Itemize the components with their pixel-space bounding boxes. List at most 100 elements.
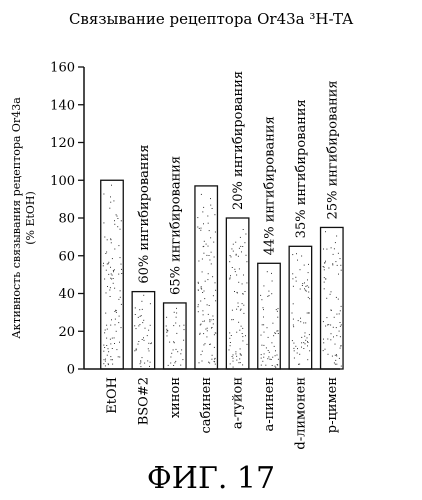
stipple-dot — [121, 327, 122, 328]
stipple-dot — [115, 319, 116, 320]
annotation-label: 20% ингибирования — [231, 71, 246, 210]
stipple-dot — [275, 350, 276, 351]
stipple-dot — [263, 307, 264, 308]
stipple-dot — [208, 273, 209, 274]
stipple-dot — [175, 323, 176, 324]
stipple-dot — [245, 335, 246, 336]
stipple-dot — [176, 349, 177, 350]
y-tick-label: 140 — [50, 98, 75, 113]
stipple-dot — [308, 342, 309, 343]
stipple-dot — [139, 309, 140, 310]
bar — [132, 292, 155, 369]
stipple-dot — [168, 365, 169, 366]
stipple-dot — [180, 365, 181, 366]
stipple-dot — [204, 298, 205, 299]
stipple-dot — [120, 297, 121, 298]
bar — [289, 246, 312, 369]
stipple-dot — [108, 262, 109, 263]
stipple-dot — [107, 239, 108, 240]
stipple-dot — [340, 322, 341, 323]
stipple-dot — [138, 344, 139, 345]
stipple-dot — [233, 244, 234, 245]
stipple-dot — [292, 313, 293, 314]
stipple-dot — [340, 346, 341, 347]
stipple-dot — [207, 328, 208, 329]
stipple-dot — [110, 278, 111, 279]
stipple-dot — [307, 279, 308, 280]
stipple-dot — [113, 271, 114, 272]
stipple-dot — [121, 273, 122, 274]
category-label: BSO#2 — [136, 377, 151, 425]
stipple-dot — [294, 358, 295, 359]
stipple-dot — [271, 293, 272, 294]
stipple-dot — [107, 286, 108, 287]
stipple-dot — [301, 337, 302, 338]
stipple-dot — [103, 263, 104, 264]
stipple-dot — [150, 362, 151, 363]
stipple-dot — [326, 317, 327, 318]
stipple-dot — [330, 294, 331, 295]
stipple-dot — [121, 304, 122, 305]
stipple-dot — [215, 232, 216, 233]
stipple-dot — [136, 349, 137, 350]
stipple-dot — [229, 261, 230, 262]
stipple-dot — [298, 364, 299, 365]
stipple-dot — [112, 348, 113, 349]
stipple-dot — [275, 355, 276, 356]
stipple-dot — [293, 326, 294, 327]
stipple-dot — [110, 196, 111, 197]
stipple-dot — [230, 345, 231, 346]
stipple-dot — [243, 313, 244, 314]
stipple-dot — [233, 367, 234, 368]
stipple-dot — [272, 323, 273, 324]
y-axis-label-line1: Активность связывания рецептора Or43a — [10, 97, 23, 339]
stipple-dot — [332, 356, 333, 357]
stipple-dot — [138, 317, 139, 318]
stipple-dot — [183, 325, 184, 326]
stipple-dot — [309, 298, 310, 299]
stipple-dot — [235, 242, 236, 243]
stipple-dot — [114, 337, 115, 338]
stipple-dot — [184, 329, 185, 330]
stipple-dot — [110, 356, 111, 357]
stipple-dot — [199, 362, 200, 363]
bar — [226, 218, 249, 369]
stipple-dot — [304, 265, 305, 266]
stipple-dot — [299, 354, 300, 355]
stipple-dot — [339, 358, 340, 359]
stipple-dot — [297, 353, 298, 354]
stipple-dot — [135, 307, 136, 308]
stipple-dot — [267, 327, 268, 328]
stipple-dot — [242, 246, 243, 247]
y-tick-label: 40 — [58, 287, 75, 302]
stipple-dot — [277, 317, 278, 318]
stipple-dot — [181, 349, 182, 350]
stipple-dot — [308, 287, 309, 288]
stipple-dot — [236, 309, 237, 310]
stipple-dot — [209, 230, 210, 231]
stipple-dot — [243, 275, 244, 276]
stipple-dot — [335, 344, 336, 345]
bar — [195, 186, 218, 369]
stipple-dot — [236, 255, 237, 256]
stipple-dot — [104, 359, 105, 360]
stipple-dot — [233, 361, 234, 362]
stipple-dot — [209, 255, 210, 256]
stipple-dot — [107, 264, 108, 265]
stipple-dot — [170, 363, 171, 364]
stipple-dot — [242, 336, 243, 337]
stipple-dot — [150, 325, 151, 326]
stipple-dot — [323, 339, 324, 340]
stipple-dot — [328, 324, 329, 325]
stipple-dot — [323, 342, 324, 343]
stipple-dot — [336, 236, 337, 237]
stipple-dot — [300, 269, 301, 270]
stipple-dot — [213, 319, 214, 320]
stipple-dot — [340, 326, 341, 327]
stipple-dot — [110, 339, 111, 340]
stipple-dot — [301, 342, 302, 343]
stipple-dot — [246, 261, 247, 262]
stipple-dot — [113, 200, 114, 201]
stipple-dot — [211, 263, 212, 264]
stipple-dot — [114, 269, 115, 270]
